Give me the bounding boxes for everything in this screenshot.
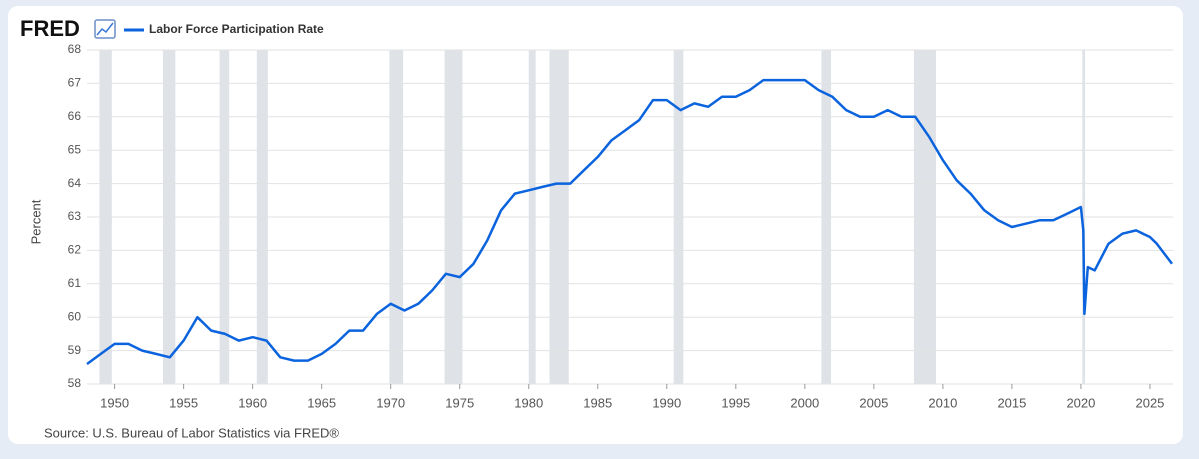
x-tick-label: 1980 [514, 395, 543, 410]
y-tick-label: 68 [68, 42, 82, 56]
y-tick-label: 62 [68, 243, 82, 257]
x-tick-label: 2015 [997, 395, 1026, 410]
y-tick-label: 63 [68, 209, 82, 223]
y-tick-label: 67 [68, 76, 82, 90]
card [8, 6, 1183, 444]
y-tick-label: 58 [68, 376, 82, 390]
x-tick-label: 1960 [238, 395, 267, 410]
x-tick-label: 1965 [307, 395, 336, 410]
y-tick-label: 66 [68, 109, 82, 123]
logo-icon [94, 19, 116, 39]
y-tick-label: 65 [68, 142, 82, 156]
data-line [86, 78, 1173, 366]
x-tick-label: 2010 [928, 395, 957, 410]
x-tick-label: 2005 [859, 395, 888, 410]
y-tick-label: 64 [68, 176, 82, 190]
x-tick-label: 2000 [790, 395, 819, 410]
x-tick-label: 1995 [721, 395, 750, 410]
y-tick-label: 61 [68, 276, 82, 290]
x-tick-label: 1955 [169, 395, 198, 410]
x-tick-label: 2025 [1135, 395, 1164, 410]
y-tick-label: 60 [68, 309, 82, 323]
x-tick-label: 2020 [1066, 395, 1095, 410]
x-tick-label: 1990 [652, 395, 681, 410]
y-axis-label: Percent [28, 199, 43, 244]
x-tick-label: 1975 [445, 395, 474, 410]
logo: FRED [20, 16, 80, 41]
x-tick-label: 1970 [376, 395, 405, 410]
y-tick-label: 59 [68, 343, 82, 357]
source: Source: U.S. Bureau of Labor Statistics … [44, 425, 339, 440]
x-tick-label: 1985 [583, 395, 612, 410]
x-tick-label: 1950 [100, 395, 129, 410]
legend-label: Labor Force Participation Rate [149, 22, 324, 36]
